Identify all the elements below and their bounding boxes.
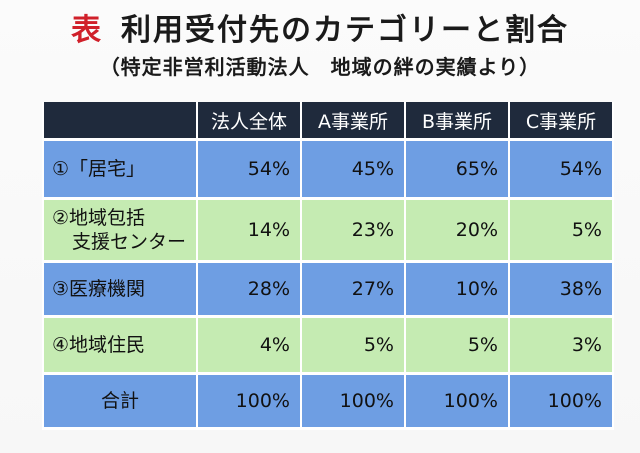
value-cell: 38% bbox=[508, 261, 614, 318]
row-label-home-care: ①「居宅」 bbox=[42, 139, 198, 200]
title-block: 表利用受付先のカテゴリーと割合 （特定非営利活動法人 地域の絆の実績より） bbox=[0, 12, 640, 80]
value-cell: 5% bbox=[404, 316, 510, 375]
title-prefix: 表 bbox=[71, 13, 103, 48]
total-cell: 100% bbox=[508, 373, 614, 430]
row-label-total: 合計 bbox=[42, 373, 198, 430]
header-all-corporation: 法人全体 bbox=[196, 102, 302, 141]
table-header-row: 法人全体 A事業所 B事業所 C事業所 bbox=[42, 102, 614, 141]
value-cell: 20% bbox=[404, 198, 510, 263]
row-label-medical-institution: ③医療機関 bbox=[42, 261, 198, 318]
page-subtitle: （特定非営利活動法人 地域の絆の実績より） bbox=[99, 55, 541, 79]
total-cell: 100% bbox=[404, 373, 510, 430]
table-row: ②地域包括 支援センター 14% 23% 20% 5% bbox=[42, 198, 614, 263]
value-cell: 54% bbox=[508, 139, 614, 200]
value-cell: 28% bbox=[196, 261, 302, 318]
value-cell: 23% bbox=[300, 198, 406, 263]
row-label-community-support-center: ②地域包括 支援センター bbox=[42, 198, 198, 263]
value-cell: 54% bbox=[196, 139, 302, 200]
category-table-wrapper: 法人全体 A事業所 B事業所 C事業所 ①「居宅」 54% 45% 65% 54… bbox=[42, 102, 614, 430]
row-label-local-residents: ④地域住民 bbox=[42, 316, 198, 375]
value-cell: 3% bbox=[508, 316, 614, 375]
value-cell: 5% bbox=[300, 316, 406, 375]
value-cell: 27% bbox=[300, 261, 406, 318]
page-title: 表利用受付先のカテゴリーと割合 bbox=[0, 12, 640, 50]
table-total-row: 合計 100% 100% 100% 100% bbox=[42, 373, 614, 430]
header-corner-cell bbox=[42, 102, 198, 141]
total-cell: 100% bbox=[300, 373, 406, 430]
value-cell: 45% bbox=[300, 139, 406, 200]
total-cell: 100% bbox=[196, 373, 302, 430]
table-row: ④地域住民 4% 5% 5% 3% bbox=[42, 316, 614, 375]
header-office-b: B事業所 bbox=[404, 102, 510, 141]
value-cell: 5% bbox=[508, 198, 614, 263]
title-text: 利用受付先のカテゴリーと割合 bbox=[121, 13, 569, 48]
value-cell: 65% bbox=[404, 139, 510, 200]
value-cell: 4% bbox=[196, 316, 302, 375]
table-row: ③医療機関 28% 27% 10% 38% bbox=[42, 261, 614, 318]
table-row: ①「居宅」 54% 45% 65% 54% bbox=[42, 139, 614, 200]
category-ratio-table: 法人全体 A事業所 B事業所 C事業所 ①「居宅」 54% 45% 65% 54… bbox=[42, 102, 614, 430]
value-cell: 14% bbox=[196, 198, 302, 263]
value-cell: 10% bbox=[404, 261, 510, 318]
header-office-c: C事業所 bbox=[508, 102, 614, 141]
header-office-a: A事業所 bbox=[300, 102, 406, 141]
